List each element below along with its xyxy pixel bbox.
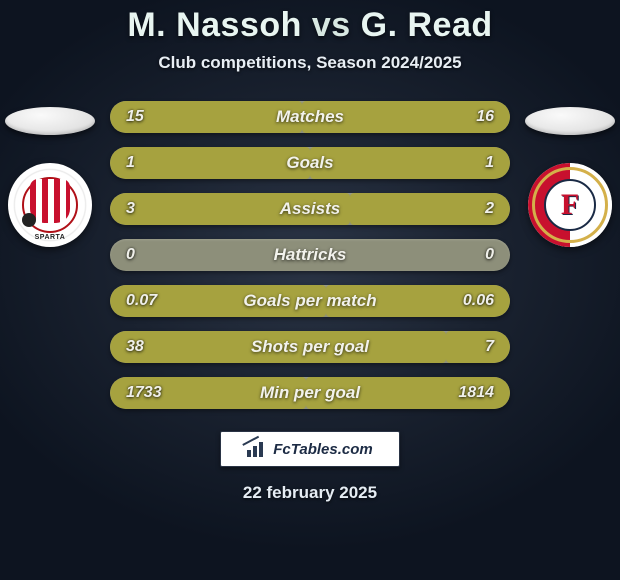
left-side: SPARTA bbox=[0, 101, 100, 247]
stat-row-values: 15Matches16 bbox=[110, 101, 510, 133]
stat-label: Min per goal bbox=[110, 383, 510, 403]
stat-row: 0Hattricks0 bbox=[110, 239, 510, 271]
sparta-ball-icon bbox=[22, 213, 36, 227]
player2-name: G. Read bbox=[361, 6, 493, 44]
stat-row-values: 0Hattricks0 bbox=[110, 239, 510, 271]
page-title: M. Nassoh vs G. Read bbox=[127, 6, 492, 45]
stat-label: Hattricks bbox=[110, 245, 510, 265]
comparison-body: SPARTA 15Matches16 1Goals1 3Assists2 0Hattr… bbox=[0, 101, 620, 409]
stat-row: 3Assists2 bbox=[110, 193, 510, 225]
player1-avatar-placeholder bbox=[5, 107, 95, 135]
player1-club-badge: SPARTA bbox=[8, 163, 92, 247]
player2-club-badge: F bbox=[528, 163, 612, 247]
stat-row-values: 1733Min per goal1814 bbox=[110, 377, 510, 409]
stat-label: Goals per match bbox=[110, 291, 510, 311]
stat-row: 0.07Goals per match0.06 bbox=[110, 285, 510, 317]
sparta-stripes bbox=[30, 179, 70, 223]
stat-row-values: 3Assists2 bbox=[110, 193, 510, 225]
stat-row-values: 0.07Goals per match0.06 bbox=[110, 285, 510, 317]
source-text: FcTables.com bbox=[273, 441, 372, 458]
player2-avatar-placeholder bbox=[525, 107, 615, 135]
stat-label: Goals bbox=[110, 153, 510, 173]
stats-column: 15Matches16 1Goals1 3Assists2 0Hattricks0 0.… bbox=[110, 101, 510, 409]
stat-label: Assists bbox=[110, 199, 510, 219]
subtitle: Club competitions, Season 2024/2025 bbox=[158, 53, 461, 73]
stat-label: Matches bbox=[110, 107, 510, 127]
stat-row: 1Goals1 bbox=[110, 147, 510, 179]
stat-row-values: 1Goals1 bbox=[110, 147, 510, 179]
stat-row: 38Shots per goal7 bbox=[110, 331, 510, 363]
date-text: 22 february 2025 bbox=[243, 483, 377, 503]
stat-row: 1733Min per goal1814 bbox=[110, 377, 510, 409]
stat-row-values: 38Shots per goal7 bbox=[110, 331, 510, 363]
right-side: F bbox=[520, 101, 620, 247]
vs-text: vs bbox=[312, 6, 351, 44]
feyenoord-inner-circle: F bbox=[544, 179, 596, 231]
source-badge: FcTables.com bbox=[220, 431, 400, 467]
stat-label: Shots per goal bbox=[110, 337, 510, 357]
player1-name: M. Nassoh bbox=[127, 6, 302, 44]
content-wrapper: M. Nassoh vs G. Read Club competitions, … bbox=[0, 0, 620, 580]
fctables-icon bbox=[247, 441, 267, 457]
sparta-badge-text: SPARTA bbox=[35, 234, 66, 241]
feyenoord-letter: F bbox=[561, 188, 579, 222]
stat-row: 15Matches16 bbox=[110, 101, 510, 133]
